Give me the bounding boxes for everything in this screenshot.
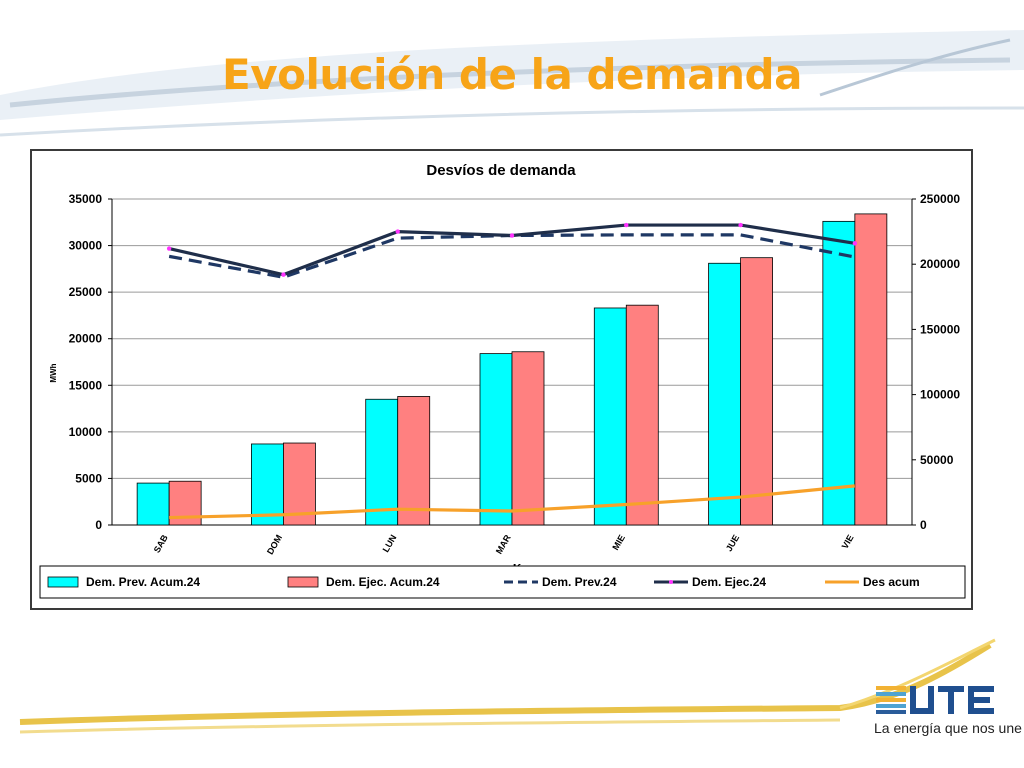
y2-tick-label: 100000 [920,388,960,402]
bar-dem-prev-acum-24-dom [251,443,284,526]
legend-label-dem-ejec-24: Dem. Ejec.24 [692,575,766,589]
x-tick-label: VIE [840,533,856,551]
point-dem-ejec-24-dom [281,272,286,277]
y-tick-label: 20000 [69,332,103,346]
y-tick-label: 10000 [69,425,103,439]
slide-title: Evolución de la demanda [222,50,802,99]
ute-logo-letters [910,686,994,714]
x-tick-label: MIE [610,533,627,552]
x-tick-label: DOM [265,533,284,556]
chart-title: Desvíos de demanda [426,162,576,179]
legend-box [39,565,966,599]
bar-dem-prev-acum-24-mie [593,307,627,526]
y2-tick-label: 50000 [920,453,954,467]
bar-dem-ejec-acum-24-lun [397,396,431,526]
legend-label-des-acum: Des acum [863,575,920,589]
point-dem-ejec-24-sab [166,246,172,251]
legend-swatch-dem-ejec-acum-24 [287,576,319,588]
point-dem-ejec-24-mar [509,233,515,238]
x-tick-label: LUN [381,533,399,554]
y-axis-label: MWh [49,363,58,382]
ute-logo-stripes [876,686,906,714]
bar-dem-prev-acum-24-jue [708,262,741,526]
legend-marker-dem-ejec-24 [669,580,673,584]
bar-dem-prev-acum-24-vie [822,220,856,526]
bar-dem-ejec-acum-24-mar [511,351,545,526]
legend-swatch-dem-prev-acum-24 [47,576,79,588]
legend-label-dem-prev-24: Dem. Prev.24 [542,575,617,589]
x-tick-label: MAR [494,533,513,556]
point-dem-ejec-24-lun [395,229,400,234]
bar-dem-ejec-acum-24-vie [854,213,888,526]
point-dem-ejec-24-vie [852,241,858,246]
chart-frame: Desvíos de demanda 0 5000 10000 15000 20000 25… [30,149,973,610]
legend-label-dem-prev-acum-24: Dem. Prev. Acum.24 [86,575,200,589]
point-dem-ejec-24-mie [624,222,629,228]
bar-dem-prev-acum-24-sab [136,482,170,526]
point-dem-ejec-24-jue [738,222,743,228]
y-tick-label: 35000 [69,192,103,206]
y-tick-label: 5000 [75,471,102,485]
line-des-acum [169,484,856,520]
chart-svg: Desvíos de demanda 0 5000 10000 15000 20000 25… [39,162,966,599]
bar-dem-prev-acum-24-lun [365,398,399,526]
y2-tick-label: 200000 [920,257,960,271]
ute-logo-icon [876,686,994,714]
y2-tick-label: 250000 [920,192,960,206]
y2-tick-label: 150000 [920,322,960,336]
bar-dem-ejec-acum-24-dom [283,442,316,526]
x-tick-label: JUE [724,533,741,553]
y-tick-label: 15000 [69,378,103,392]
bar-dem-prev-acum-24-mar [479,353,513,526]
brand-tagline: La energía que nos une [874,720,1022,736]
y-tick-label: 0 [95,518,102,532]
y-tick-label: 30000 [69,239,103,253]
y-tick-label: 25000 [69,285,103,299]
bar-dem-ejec-acum-24-jue [740,257,773,526]
y2-tick-label: 0 [920,518,927,532]
x-tick-label: SAB [152,533,170,555]
legend-label-dem-ejec-acum-24: Dem. Ejec. Acum.24 [326,575,440,589]
bar-dem-ejec-acum-24-mie [625,304,659,526]
